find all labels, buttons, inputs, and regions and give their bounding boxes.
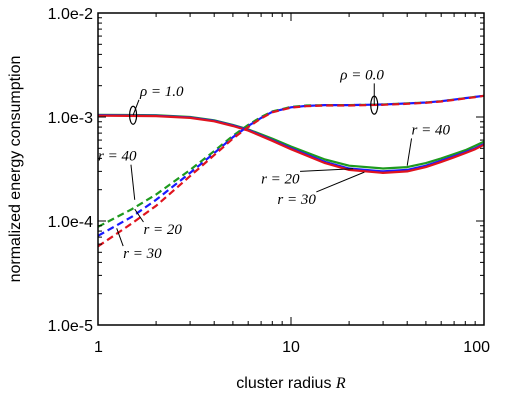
series-line-4 (97, 94, 485, 237)
annotation-label: ρ = 1.0 (139, 84, 184, 100)
y-tick-label: 1.0e-5 (48, 318, 93, 335)
series-line-2 (97, 114, 485, 174)
y-axis-label: normalized energy consumption (7, 56, 24, 283)
annotation-leader (132, 99, 140, 116)
plot-frame (97, 12, 485, 326)
annotation-leader (130, 164, 136, 200)
annotation-leader (316, 171, 365, 193)
series-line-5 (97, 94, 485, 248)
x-tick-label: 10 (282, 339, 300, 356)
annotation-leader (134, 208, 144, 223)
x-axis-label: cluster radius R (236, 375, 346, 392)
annotation-label: r = 20 (261, 171, 300, 187)
y-tick-label: 1.0e-4 (48, 214, 93, 231)
annotation-label: r = 20 (143, 222, 182, 238)
x-tick-label: 1 (94, 339, 103, 356)
annotation-leader (300, 168, 354, 172)
group-ellipse (128, 105, 138, 125)
annotation-label: r = 40 (98, 149, 137, 165)
x-tick-label: 100 (463, 339, 490, 356)
annotation-leader (116, 228, 124, 247)
annotation-label: r = 30 (123, 246, 162, 262)
annotation-label: ρ = 0.0 (339, 67, 384, 83)
annotation-label: r = 40 (412, 122, 451, 138)
annotation-label: r = 30 (277, 192, 316, 208)
y-tick-label: 1.0e-2 (48, 6, 93, 23)
annotation-leader (406, 138, 413, 166)
y-tick-label: 1.0e-3 (48, 110, 93, 127)
